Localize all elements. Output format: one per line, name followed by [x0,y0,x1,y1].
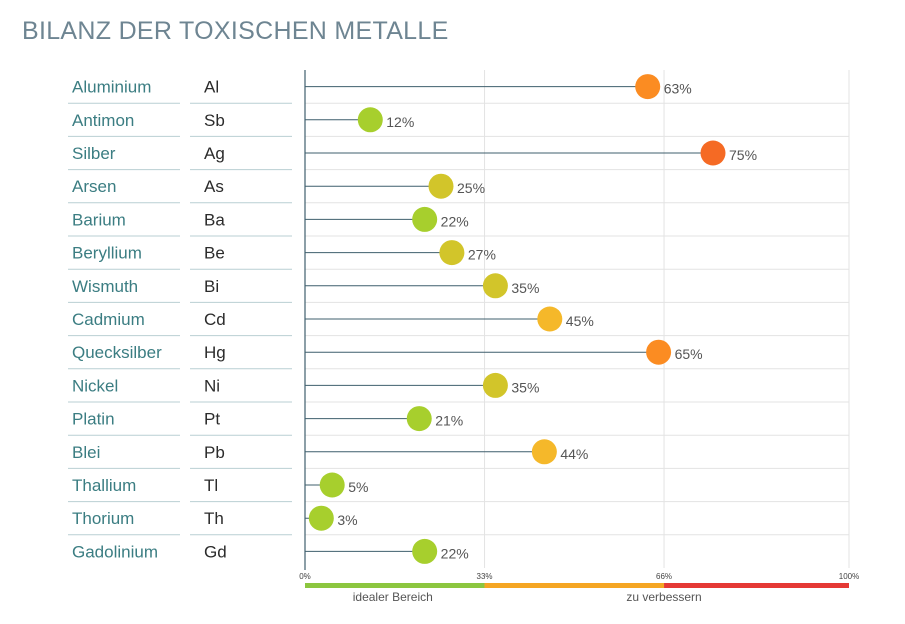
lollipop-marker [646,339,672,365]
lollipop-marker [439,240,465,266]
metal-symbol: Ba [204,210,225,229]
metal-symbol: Be [204,244,225,263]
metal-name: Cadmium [72,310,145,329]
metal-symbol: Gd [204,542,227,561]
row-as: Arsen As 25% [72,173,485,199]
metal-name: Platin [72,410,115,429]
value-label: 27% [468,247,496,263]
lollipop-marker [406,406,432,432]
metal-name: Thallium [72,476,136,495]
row-pb: Blei Pb 44% [72,439,588,465]
metal-name: Blei [72,443,100,462]
row-ni: Nickel Ni 35% [72,372,539,398]
value-label: 35% [511,379,539,395]
tick-label: 66% [656,572,672,581]
value-label: 22% [441,545,469,561]
metal-name: Nickel [72,376,118,395]
metal-name: Gadolinium [72,542,158,561]
value-label: 35% [511,280,539,296]
metal-name: Aluminium [72,78,151,97]
value-label: 21% [435,413,463,429]
value-label: 25% [457,180,485,196]
metal-name: Silber [72,144,116,163]
zone-bar-2 [484,583,665,588]
grid-layer [68,70,850,568]
metal-symbol: Tl [204,476,218,495]
metal-symbol: Hg [204,343,226,362]
metal-name: Thorium [72,509,134,528]
tick-label: 33% [477,572,493,581]
zone-label-ideal: idealer Bereich [353,590,433,604]
value-label: 3% [337,512,357,528]
metal-name: Beryllium [72,244,142,263]
row-hg: Quecksilber Hg 65% [72,339,703,365]
metal-symbol: As [204,177,224,196]
metal-name: Antimon [72,111,134,130]
lollipop-marker [531,439,557,465]
value-label: 44% [560,446,588,462]
lollipop-marker [319,472,345,498]
zone-bar-3 [664,583,849,588]
value-label: 5% [348,479,368,495]
lollipop-marker [428,173,454,199]
metal-name: Arsen [72,177,116,196]
rows-layer: Aluminium Al 63% Antimon Sb 12% Silber Ag 75% Ars… [72,74,757,564]
lollipop-marker [308,505,334,531]
axis-layer: 0% 33% 66% 100% [299,70,859,581]
page-title: BILANZ DER TOXISCHEN METALLE [22,17,449,45]
metal-symbol: Bi [204,277,219,296]
metal-symbol: Th [204,509,224,528]
row-ag: Silber Ag 75% [72,140,757,166]
lollipop-marker [482,273,508,299]
value-label: 22% [441,213,469,229]
lollipop-marker [357,107,383,133]
row-sb: Antimon Sb 12% [72,107,414,133]
lollipop-marker [537,306,563,332]
lollipop-marker [412,206,438,232]
value-label: 63% [664,81,692,97]
row-pt: Platin Pt 21% [72,406,463,432]
legend-layer: idealer Bereich zu verbessern [305,583,849,604]
value-label: 65% [675,346,703,362]
metal-name: Wismuth [72,277,138,296]
row-tl: Thallium Tl 5% [72,472,368,498]
row-be: Beryllium Be 27% [72,240,496,266]
value-label: 45% [566,313,594,329]
row-gd: Gadolinium Gd 22% [72,538,469,564]
metal-symbol: Pt [204,410,220,429]
tick-label: 0% [299,572,311,581]
value-label: 75% [729,147,757,163]
row-th: Thorium Th 3% [72,505,358,531]
metal-symbol: Ag [204,144,225,163]
tick-label: 100% [839,572,859,581]
lollipop-marker [700,140,726,166]
metal-symbol: Sb [204,111,225,130]
row-bi: Wismuth Bi 35% [72,273,539,299]
lollipop-marker [635,74,661,100]
metal-symbol: Al [204,78,219,97]
lollipop-marker [482,372,508,398]
metal-symbol: Cd [204,310,226,329]
lollipop-marker [412,538,438,564]
value-label: 12% [386,114,414,130]
metal-symbol: Pb [204,443,225,462]
metal-name: Quecksilber [72,343,162,362]
zone-bar-1 [305,583,485,588]
metal-name: Barium [72,210,126,229]
row-ba: Barium Ba 22% [72,206,469,232]
row-cd: Cadmium Cd 45% [72,306,594,332]
row-al: Aluminium Al 63% [72,74,692,100]
zone-label-improve: zu verbessern [626,590,701,604]
metal-symbol: Ni [204,376,220,395]
